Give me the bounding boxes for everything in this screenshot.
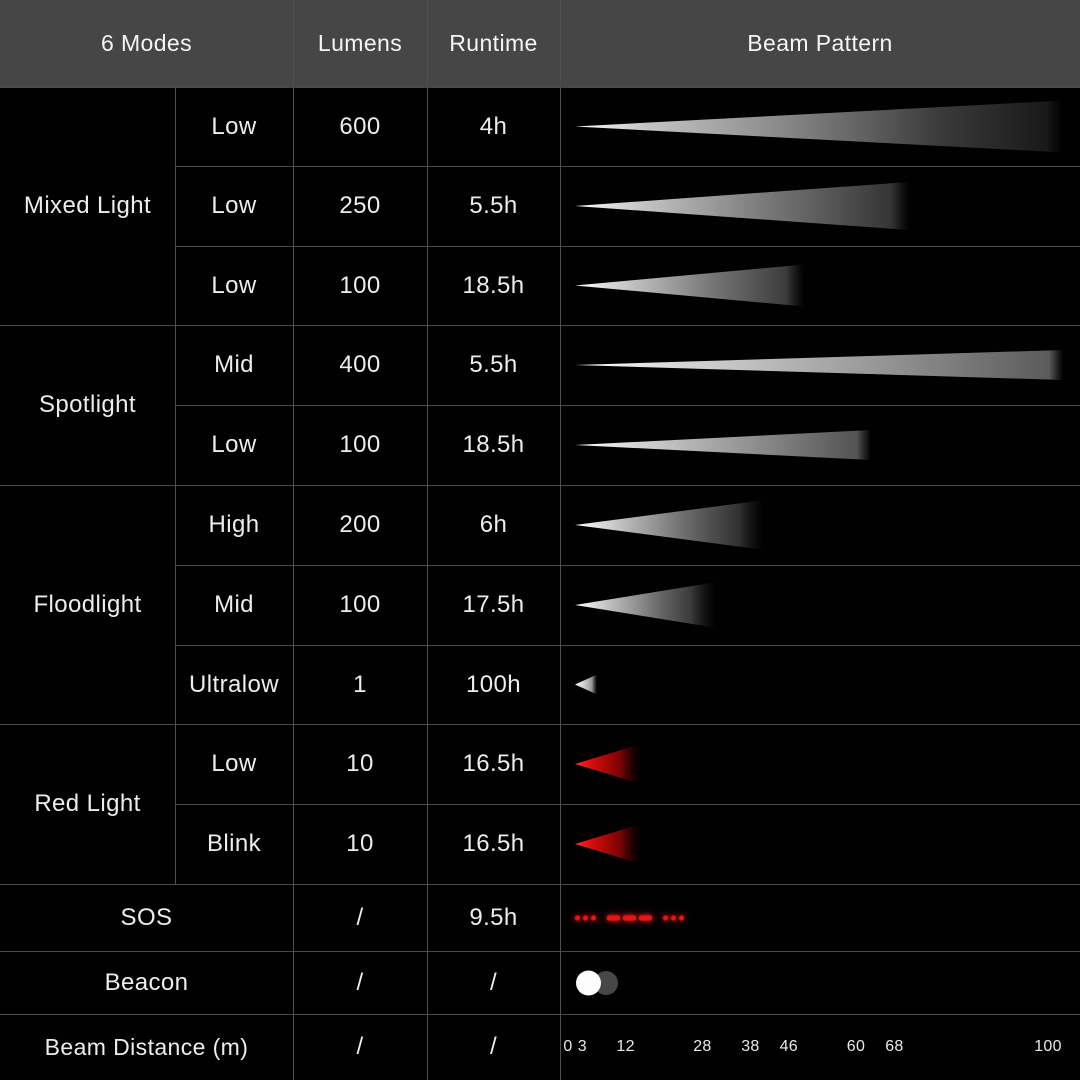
- lumens-cell: 100: [339, 271, 381, 299]
- runtime-cell: 18.5h: [462, 271, 525, 299]
- scale-label: 28: [693, 1038, 712, 1055]
- grid-hline: [0, 87, 1080, 88]
- beam-pattern-wedge: [560, 87, 1080, 166]
- scale-label: 12: [616, 1038, 635, 1055]
- runtime-cell: 17.5h: [462, 591, 525, 618]
- beam-distance-lumens: /: [356, 1033, 364, 1060]
- grid-hline: [0, 951, 1080, 952]
- grid-hline: [175, 246, 1080, 247]
- beacon-lumens: /: [356, 968, 364, 996]
- grid-vline: [560, 0, 561, 1080]
- lumens-cell: 10: [346, 830, 374, 857]
- beam-pattern-wedge: [560, 325, 1080, 405]
- beam-wedge: [575, 430, 871, 460]
- header-lumens: Lumens: [317, 30, 403, 56]
- beam-wedge: [575, 264, 804, 307]
- lumens-cell: 600: [339, 112, 381, 140]
- group-label-red-light: Red Light: [34, 790, 141, 817]
- header-runtime: Runtime: [449, 30, 538, 56]
- beam-pattern-wedge: [560, 166, 1080, 246]
- mode-cell: Mid: [214, 591, 254, 618]
- beam-pattern-wedge: [560, 565, 1080, 645]
- beam-wedge: [575, 824, 641, 864]
- lumens-cell: 100: [339, 431, 381, 458]
- beacon-circle-white: [576, 970, 601, 995]
- group-label-spotlight: Spotlight: [39, 391, 136, 418]
- runtime-cell: 5.5h: [469, 351, 518, 378]
- sos-lumens: /: [356, 903, 364, 931]
- mode-cell: Low: [211, 271, 257, 299]
- mode-cell: High: [208, 511, 260, 538]
- grid-hline: [0, 884, 1080, 885]
- beacon-label: Beacon: [104, 968, 189, 996]
- beacon-runtime: /: [489, 968, 498, 996]
- runtime-cell: 16.5h: [462, 830, 525, 857]
- lumens-cell: 100: [339, 591, 381, 618]
- beam-pattern-wedge: [560, 405, 1080, 485]
- sos-morse-code: [575, 915, 684, 920]
- beam-pattern-wedge: [560, 724, 1080, 804]
- scale-label: 60: [846, 1038, 866, 1055]
- lumens-cell: 250: [339, 192, 381, 219]
- grid-vline: [427, 0, 428, 1080]
- grid-hline: [175, 645, 1080, 646]
- mode-cell: Low: [211, 192, 257, 219]
- mode-cell: Ultralow: [189, 670, 279, 698]
- grid-hline: [0, 724, 1080, 725]
- grid-hline: [0, 485, 1080, 486]
- table-header: [0, 0, 1080, 87]
- lumens-cell: 400: [339, 351, 381, 378]
- beam-pattern-wedge: [560, 246, 1080, 325]
- sos-runtime: 9.5h: [469, 903, 518, 931]
- mode-cell: Blink: [206, 830, 262, 857]
- group-label-floodlight: Floodlight: [33, 590, 142, 618]
- runtime-cell: 18.5h: [462, 431, 525, 458]
- beam-wedge: [575, 674, 597, 695]
- sos-label: SOS: [120, 903, 173, 931]
- sos-morse-pattern: [560, 884, 1080, 951]
- grid-hline: [175, 565, 1080, 566]
- runtime-cell: 5.5h: [469, 192, 518, 219]
- scale-label: 38: [741, 1038, 760, 1055]
- beam-pattern-wedge: [560, 485, 1080, 565]
- scale-label: 3: [577, 1038, 587, 1055]
- lumens-cell: 1: [353, 670, 367, 698]
- mode-cell: Low: [211, 431, 257, 458]
- grid-hline: [175, 804, 1080, 805]
- scale-label: 68: [885, 1038, 904, 1055]
- mode-cell: Mid: [214, 351, 254, 378]
- runtime-cell: 16.5h: [462, 750, 525, 777]
- mode-cell: Low: [211, 112, 257, 140]
- runtime-cell: 100h: [466, 670, 521, 698]
- scale-label: 0: [563, 1038, 573, 1055]
- beam-pattern-wedge: [560, 645, 1080, 724]
- header-modes: 6 Modes: [100, 30, 192, 56]
- grid-vline: [293, 0, 294, 1080]
- beam-distance-label: Beam Distance (m): [44, 1033, 249, 1060]
- beam-wedge: [575, 500, 765, 550]
- lumens-cell: 200: [339, 511, 381, 538]
- beam-wedge: [575, 744, 641, 784]
- header-beam-pattern: Beam Pattern: [747, 30, 893, 56]
- beam-wedge: [575, 582, 717, 628]
- lumens-cell: 10: [346, 750, 374, 777]
- beam-distance-scale: 0 3 12 28 38 46 60 68 100: [560, 1014, 1080, 1080]
- group-label-mixed-light: Mixed Light: [23, 192, 152, 219]
- mode-cell: Low: [211, 750, 257, 777]
- grid-hline: [175, 405, 1080, 406]
- beam-pattern-wedge: [560, 804, 1080, 884]
- scale-label: 100: [1034, 1038, 1062, 1055]
- beam-wedge: [575, 182, 909, 230]
- beam-wedge: [575, 100, 1063, 153]
- grid-hline: [0, 1014, 1080, 1015]
- grid-hline: [0, 325, 1080, 326]
- runtime-cell: 4h: [479, 112, 508, 140]
- runtime-cell: 6h: [479, 511, 508, 538]
- grid-hline: [175, 166, 1080, 167]
- scale-label: 46: [779, 1038, 798, 1055]
- beam-wedge: [575, 350, 1063, 380]
- beam-distance-runtime: /: [489, 1033, 498, 1060]
- beacon-indicator: [560, 951, 1080, 1014]
